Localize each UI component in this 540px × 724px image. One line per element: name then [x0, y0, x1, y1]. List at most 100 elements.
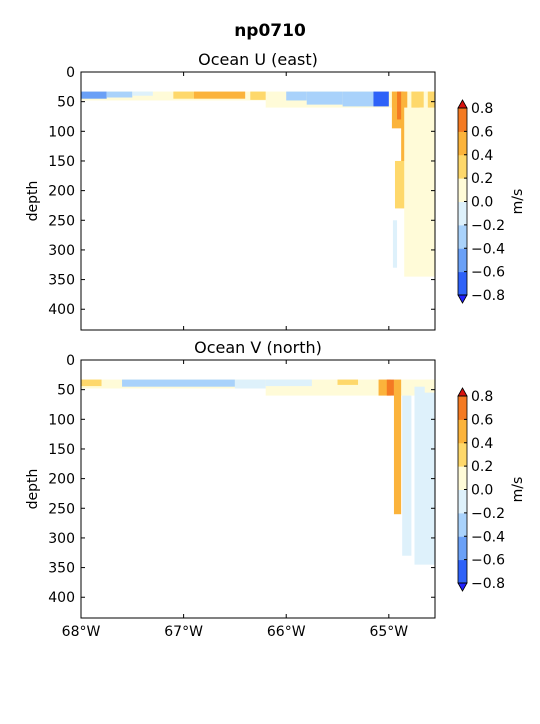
colorbar-bin — [458, 154, 467, 179]
contour-region — [414, 386, 435, 565]
contour-region — [173, 91, 194, 99]
contour-region — [286, 91, 307, 101]
colorbar-tick-label: 0.4 — [471, 148, 493, 164]
y-tick-label: 150 — [48, 154, 75, 170]
y-tick-label: 100 — [48, 124, 75, 140]
contour-region — [394, 160, 406, 209]
y-tick-label: 400 — [48, 590, 75, 606]
y-tick-label: 350 — [48, 561, 75, 577]
contour-region — [250, 91, 266, 100]
chart-panel-2: Ocean V (north) 0 50 100 150 200 250 300 350 400 d… — [25, 338, 526, 640]
colorbar-tick-label: 0.6 — [471, 412, 493, 428]
colorbar-label: m/s — [510, 477, 526, 503]
colorbar-tick-label: −0.4 — [471, 529, 505, 545]
colorbar-bin — [458, 178, 467, 202]
contour-region — [337, 379, 359, 385]
colorbar-bin — [458, 512, 467, 537]
colorbar: −0.8 −0.6 −0.4 −0.2 0.0 0.2 0.4 0.6 0.8 m/s — [457, 99, 526, 304]
colorbar-tick-label: −0.6 — [471, 265, 505, 281]
colorbar-bin — [458, 466, 467, 490]
contour-region — [342, 91, 374, 107]
colorbar-tick-label: 0.8 — [471, 101, 493, 117]
y-tick-label: 300 — [48, 531, 75, 547]
colorbar-bin — [458, 442, 467, 467]
colorbar-tick-label: −0.8 — [471, 576, 505, 592]
contour-region — [427, 91, 435, 120]
x-tick-label: 67°W — [164, 624, 203, 640]
y-axis-label: depth — [25, 181, 41, 222]
panel-title: Ocean U (east) — [198, 50, 318, 69]
colorbar-bin — [458, 536, 467, 561]
chart-panel-1: Ocean U (east) 0 50 100 150 200 250 300 350 400 de… — [25, 50, 526, 331]
colorbar-bin — [458, 248, 467, 273]
panels: Ocean U (east) 0 50 100 150 200 250 300 350 400 de… — [25, 50, 526, 640]
colorbar-extend-max — [457, 387, 468, 397]
contour-region — [397, 91, 404, 120]
contour-region — [393, 379, 402, 515]
y-tick-label: 400 — [48, 302, 75, 318]
y-tick-label: 0 — [66, 353, 75, 369]
y-tick-label: 150 — [48, 442, 75, 458]
colorbar-bin — [458, 419, 467, 444]
x-tick-label: 68°W — [62, 624, 101, 640]
contour-region — [402, 395, 412, 556]
panel-title: Ocean V (north) — [194, 338, 322, 357]
contour-region — [234, 379, 266, 389]
colorbar-bin — [458, 396, 467, 420]
x-tick-label: 66°W — [267, 624, 306, 640]
y-tick-label: 50 — [57, 95, 75, 111]
colorbar: −0.8 −0.6 −0.4 −0.2 0.0 0.2 0.4 0.6 0.8 m/s — [457, 387, 526, 592]
colorbar-tick-label: 0.2 — [471, 459, 493, 475]
y-tick-label: 250 — [48, 501, 75, 517]
x-tick-label: 65°W — [369, 624, 408, 640]
y-tick-label: 50 — [57, 383, 75, 399]
contour-region — [81, 379, 102, 387]
colorbar-tick-label: −0.4 — [471, 241, 505, 257]
colorbar-tick-label: −0.8 — [471, 288, 505, 304]
contour-region — [193, 91, 246, 99]
y-tick-label: 0 — [66, 65, 75, 81]
contour-region — [373, 91, 389, 107]
y-axis-label: depth — [25, 469, 41, 510]
colorbar-bin — [458, 224, 467, 249]
colorbar-bin — [458, 108, 467, 132]
colorbar-extend-max — [457, 99, 468, 109]
contour-region — [306, 91, 343, 105]
colorbar-bin — [458, 131, 467, 156]
contour-region — [132, 91, 153, 96]
contour-region — [411, 91, 424, 108]
colorbar-bin — [458, 559, 467, 584]
colorbar-label: m/s — [510, 189, 526, 215]
figure-title: np0710 — [234, 21, 306, 41]
y-tick-label: 100 — [48, 412, 75, 428]
contour-region — [265, 379, 312, 387]
colorbar-tick-label: 0.4 — [471, 436, 493, 452]
contour-region — [424, 379, 435, 393]
contour-region — [81, 91, 107, 99]
axes-frame — [80, 359, 436, 619]
y-tick-label: 250 — [48, 213, 75, 229]
colorbar-extend-min — [457, 582, 468, 592]
contour-region — [392, 220, 398, 268]
contour-region — [122, 379, 235, 387]
colorbar-extend-min — [457, 294, 468, 304]
y-tick-label: 300 — [48, 243, 75, 259]
colorbar-tick-label: 0.8 — [471, 389, 493, 405]
colorbar-bin — [458, 201, 467, 226]
colorbar-tick-label: 0.0 — [471, 195, 493, 211]
y-tick-label: 200 — [48, 472, 75, 488]
contour-fill-group — [81, 91, 435, 277]
colorbar-bin — [458, 489, 467, 514]
colorbar-tick-label: −0.2 — [471, 218, 505, 234]
y-tick-label: 200 — [48, 184, 75, 200]
colorbar-bin — [458, 271, 467, 296]
colorbar-tick-label: 0.6 — [471, 124, 493, 140]
contour-fill-group — [81, 379, 435, 565]
colorbar-tick-label: 0.0 — [471, 483, 493, 499]
colorbar-tick-label: 0.2 — [471, 171, 493, 187]
axes-frame — [80, 71, 436, 331]
contour-region — [106, 91, 133, 98]
colorbar-tick-label: −0.6 — [471, 553, 505, 569]
